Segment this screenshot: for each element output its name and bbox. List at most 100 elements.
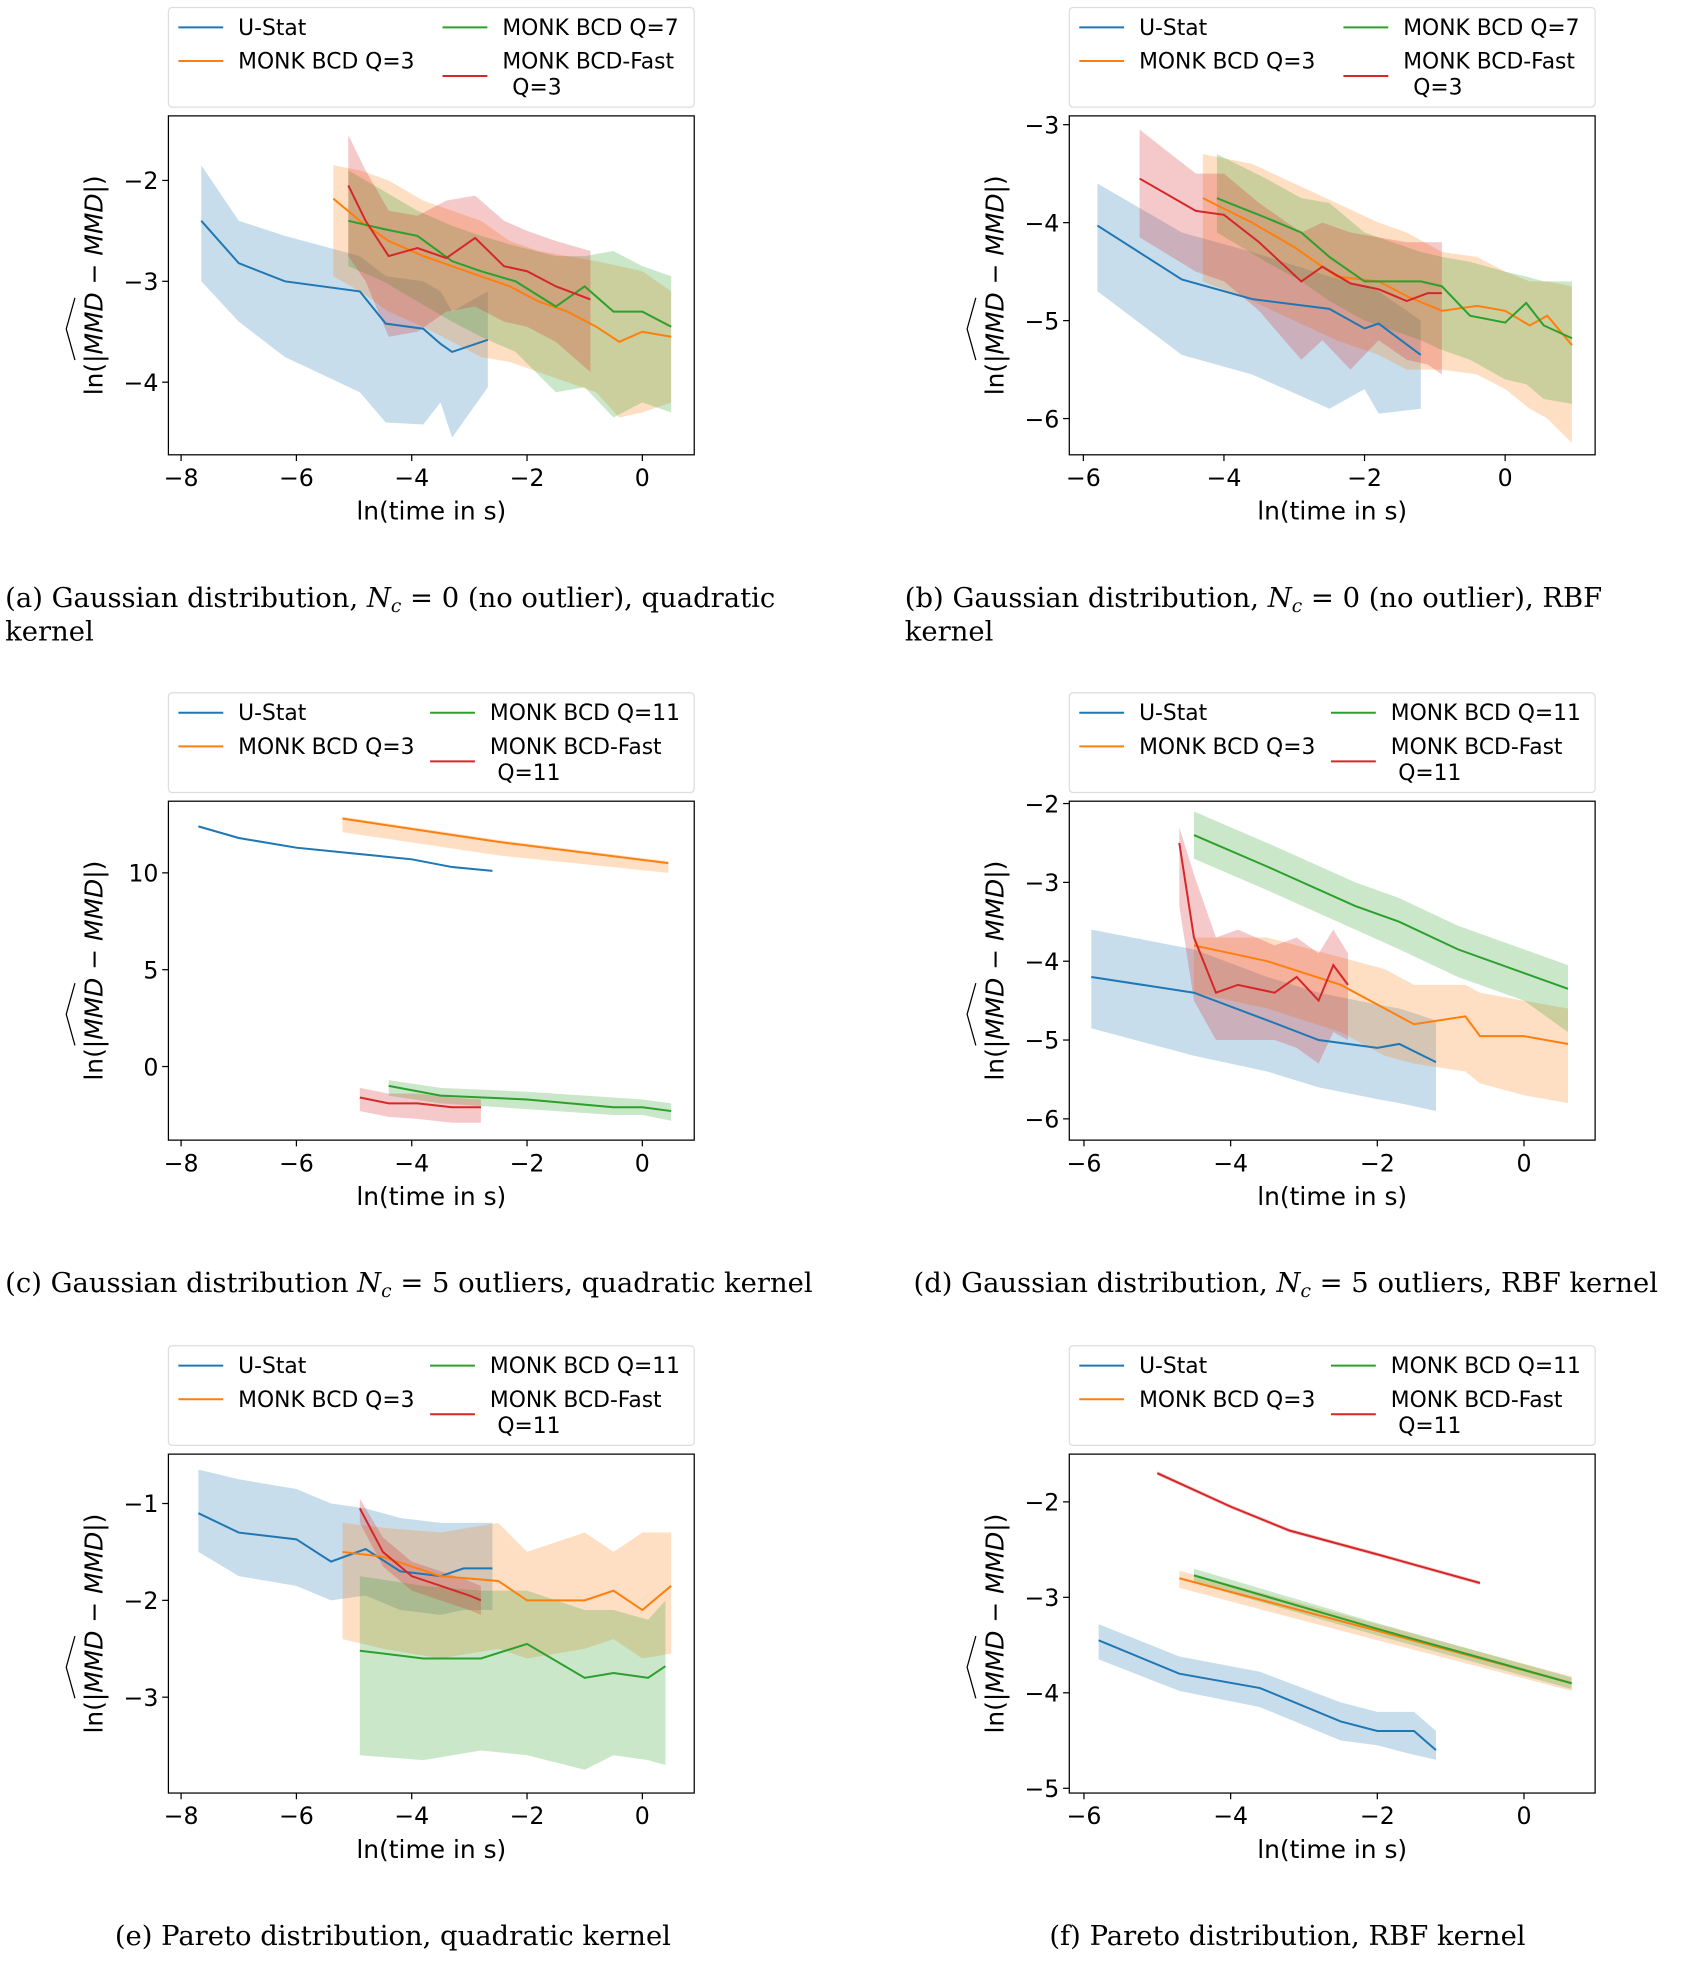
- hat-accent: [966, 297, 977, 361]
- y-label-hat: MMD: [980, 978, 1009, 1040]
- y-tick-label: 5: [143, 956, 158, 984]
- caption-sub: c: [381, 1281, 392, 1302]
- y-label-mid: −: [980, 941, 1009, 978]
- series-line-1: [332, 197, 672, 343]
- legend-label-cont: Q=11: [1398, 1414, 1461, 1439]
- y-axis-label: ln(|MMD − MMD|): [980, 1514, 1009, 1734]
- x-tick-label: −2: [510, 1149, 545, 1177]
- x-tick-label: −4: [394, 1149, 429, 1177]
- band-3: [359, 1498, 481, 1615]
- series-line-0: [197, 1512, 493, 1578]
- legend-box: [1068, 6, 1596, 108]
- series-line-1: [342, 1550, 672, 1612]
- y-axis-label: ln(|MMD − MMD|): [79, 175, 108, 395]
- band-0: [1091, 929, 1436, 1111]
- caption-text: (c) Gaussian distribution: [5, 1268, 357, 1299]
- y-label-hat: MMD: [980, 292, 1009, 354]
- legend-label: MONK BCD Q=3: [1139, 735, 1315, 760]
- y-label-pre: ln(|: [980, 354, 1009, 395]
- legend-label: U-Stat: [238, 701, 307, 726]
- y-tick-label: −4: [1024, 948, 1059, 976]
- caption: (c) Gaussian distribution Nc = 5 outlier…: [5, 1268, 812, 1302]
- x-axis-label: ln(time in s): [356, 1835, 506, 1864]
- x-tick-label: 0: [635, 1802, 650, 1830]
- legend-label: MONK BCD-Fast: [490, 735, 662, 760]
- caption-text: = 0 (no outlier), quadratic: [401, 583, 775, 614]
- hat-accent: [65, 1635, 76, 1699]
- x-axis-label: ln(time in s): [1257, 1182, 1407, 1211]
- y-tick-label: −4: [124, 369, 159, 397]
- y-tick-label: −4: [1024, 1680, 1059, 1708]
- legend-box: [167, 692, 695, 794]
- legend-label: MONK BCD-Fast: [490, 1388, 662, 1413]
- y-tick-label: −3: [124, 1684, 159, 1712]
- axes-frame: [1068, 800, 1596, 1141]
- y-label-pre: ln(|: [980, 1040, 1009, 1081]
- axes-frame: [167, 115, 695, 456]
- hat-accent: [966, 982, 977, 1046]
- y-tick-label: −3: [124, 268, 159, 296]
- y-label-pre: ln(|: [79, 354, 108, 395]
- legend-label: MONK BCD Q=11: [490, 701, 680, 726]
- band-2: [1216, 154, 1572, 404]
- x-tick-label: 0: [635, 1149, 650, 1177]
- y-label-pre: ln(|: [980, 1693, 1009, 1734]
- x-tick-label: −6: [1067, 1802, 1102, 1830]
- y-label-post: MMD: [79, 1532, 108, 1594]
- x-tick-label: −8: [164, 1149, 199, 1177]
- legend-box: [1068, 692, 1596, 794]
- legend-box: [1068, 1345, 1596, 1447]
- panel-a: −8 −6 −4 −2 0−2−3−4ln(time in s)ln(|MMD − MM…: [5, 6, 775, 647]
- x-axis-label: ln(time in s): [356, 1182, 506, 1211]
- y-tick-label: −5: [1024, 1027, 1059, 1055]
- legend-label: MONK BCD Q=11: [1391, 701, 1581, 726]
- caption-text: (e) Pareto distribution, quadratic kerne…: [115, 1921, 671, 1952]
- series-line-2: [1193, 834, 1569, 990]
- band-2: [1193, 811, 1568, 1033]
- series-line-0: [1091, 975, 1437, 1063]
- x-tick-label: −8: [164, 1802, 199, 1830]
- band-3: [1179, 827, 1348, 1064]
- x-tick-label: 0: [1498, 464, 1513, 492]
- y-tick-label: −6: [1024, 405, 1059, 433]
- series-line-0: [1096, 224, 1422, 356]
- series-line-3: [1178, 842, 1349, 1003]
- band-3: [1139, 129, 1442, 375]
- y-tick-label: 10: [128, 860, 158, 888]
- legend-label: MONK BCD Q=3: [238, 1388, 414, 1413]
- legend-label-cont: Q=3: [1413, 76, 1462, 101]
- y-label-pre: ln(|: [79, 1693, 108, 1734]
- series-line-3: [347, 185, 591, 301]
- x-tick-label: −6: [279, 1149, 314, 1177]
- band-2: [1193, 1568, 1572, 1689]
- caption-var: N: [1275, 1268, 1301, 1299]
- y-label-post: MMD: [79, 879, 108, 941]
- x-tick-label: 0: [635, 464, 650, 492]
- caption-text: (f) Pareto distribution, RBF kernel: [1049, 1921, 1525, 1952]
- y-label-post: MMD: [980, 193, 1009, 255]
- series-line-3: [358, 1507, 482, 1602]
- y-label-post: MMD: [980, 879, 1009, 941]
- y-tick-label: −6: [1024, 1106, 1059, 1134]
- caption-text: = 0 (no outlier), RBF: [1302, 583, 1602, 614]
- hat-accent: [65, 297, 76, 361]
- y-axis-label: ln(|MMD − MMD|): [79, 1514, 108, 1734]
- y-tick-label: −2: [1024, 790, 1059, 818]
- x-axis-label: ln(time in s): [1257, 497, 1407, 526]
- legend-label-cont: Q=11: [1398, 761, 1461, 786]
- y-axis-label: ln(|MMD − MMD|): [980, 175, 1009, 395]
- x-tick-label: −4: [1213, 1149, 1248, 1177]
- legend-label: MONK BCD Q=3: [1139, 50, 1315, 75]
- y-tick-label: −5: [1024, 307, 1059, 335]
- series-line-2: [348, 219, 672, 328]
- y-tick-label: −5: [1024, 1775, 1059, 1803]
- band-1: [342, 1522, 672, 1659]
- y-label-mid: −: [79, 256, 108, 293]
- caption-line2: kernel: [905, 616, 994, 647]
- y-axis-label: ln(|MMD − MMD|): [980, 861, 1009, 1081]
- x-axis-label: ln(time in s): [1257, 1835, 1407, 1864]
- axes-frame: [1068, 1453, 1596, 1794]
- legend-label: MONK BCD Q=7: [502, 16, 678, 41]
- legend-label: MONK BCD-Fast: [1403, 50, 1575, 75]
